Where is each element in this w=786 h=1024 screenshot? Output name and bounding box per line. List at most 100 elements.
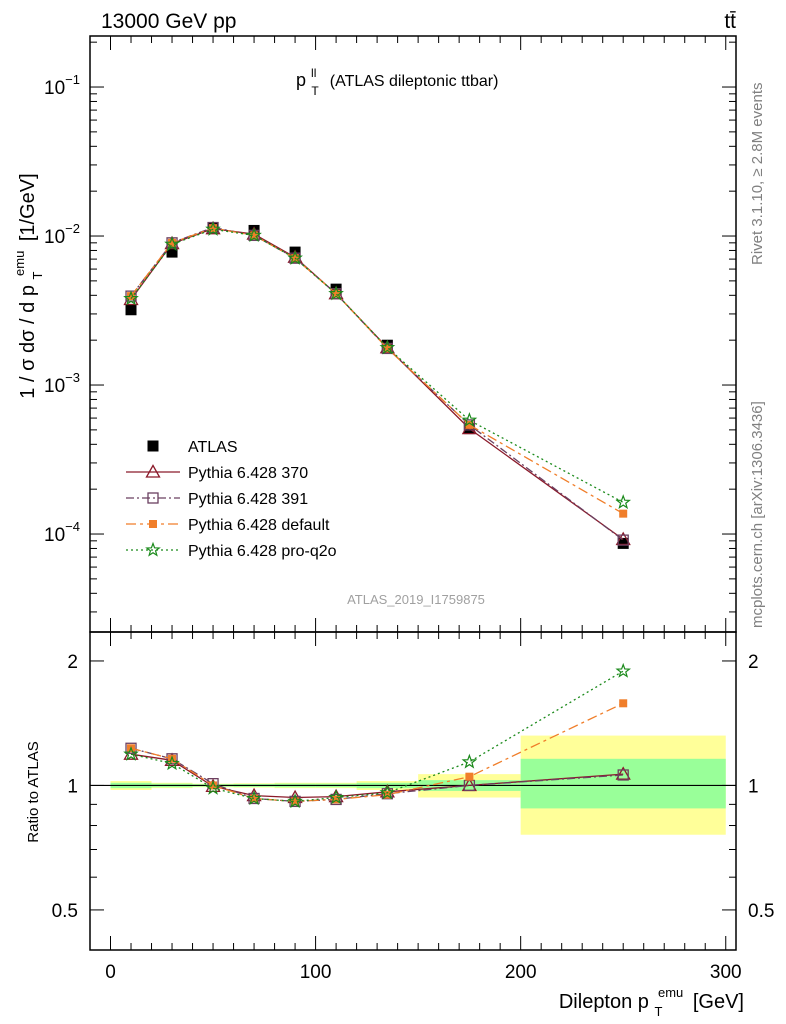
ylabel-unit: [1/GeV]: [17, 173, 39, 241]
ratio-y-tick-label-right: 1: [748, 776, 759, 797]
process-label: tt̄: [724, 10, 736, 33]
x-tick-label: 300: [710, 962, 742, 983]
legend-entry-0: ATLAS: [188, 439, 238, 456]
series-line-main-4: [130, 228, 624, 503]
legend-entry-1: Pythia 6.428 370: [188, 465, 308, 482]
data-point-ratio-1-1: [166, 753, 178, 765]
data-point-main-4-5: [328, 285, 344, 301]
ratio-panel: 0.5 0.5 1 1 2 2 0 100 200 300 Ratio to ATLAS Dile…: [25, 631, 774, 1021]
data-point-ratio-0-8: [615, 766, 631, 780]
ratio-y-tick-label-right: 0.5: [748, 901, 774, 922]
ratio-y-tick-label: 1: [67, 776, 78, 797]
data-point-ratio-2-7: [465, 772, 474, 781]
xlabel-sub: T: [654, 1004, 662, 1019]
series-main-4: [123, 221, 632, 510]
data-point-main-4-2: [205, 221, 221, 236]
ylabel-sub: T: [30, 271, 45, 279]
ratio-series: [123, 662, 632, 809]
mcplots-label: mcplots.cern.ch [arXiv:1306.3436]: [749, 401, 766, 628]
data-point-ratio-2-6: [383, 790, 392, 799]
data-point-ratio-2-4: [291, 797, 300, 806]
data-point-ratio-3-3: [246, 790, 262, 806]
watermark: ATLAS_2019_I1759875: [347, 592, 485, 607]
data-point-main-4-7: [461, 412, 478, 427]
main-series: [123, 220, 632, 549]
data-point-ratio-3-4: [287, 793, 303, 809]
data-point-main-0-1: [166, 246, 178, 258]
data-point-main-1-8: [615, 531, 631, 546]
data-point-ratio-3-5: [328, 789, 344, 805]
inner-band-8: [520, 758, 726, 809]
data-point-main-4-3: [246, 227, 262, 243]
ratio-y-tick-label: 0.5: [52, 901, 78, 922]
data-point-ratio-2-5: [332, 795, 341, 804]
data-point-main-2-7: [463, 419, 476, 431]
data-point-main-4-0: [123, 290, 139, 306]
ylabel-sup: emu: [12, 251, 27, 276]
series-line-main-3: [130, 227, 624, 515]
data-point-main-2-8: [617, 534, 629, 546]
ratio-frame: [89, 631, 737, 951]
legend-marker-2: [147, 492, 159, 504]
x-tick-label: 0: [105, 962, 116, 983]
x-tick-label: 100: [300, 962, 332, 983]
data-point-ratio-2-2: [209, 781, 218, 790]
data-point-main-3-5: [332, 289, 341, 298]
legend-marker-4: [145, 541, 161, 557]
x-tick-label: 200: [505, 962, 537, 983]
data-point-ratio-2-8: [619, 699, 628, 708]
tick-exponent: −4: [65, 519, 80, 534]
ylabel-main: 1 / σ dσ / d p: [17, 285, 39, 399]
data-point-ratio-3-8: [615, 662, 632, 678]
main-y-tick-label: 10−1: [44, 72, 80, 99]
data-point-ratio-1-0: [125, 742, 137, 754]
data-point-main-3-6: [383, 344, 392, 353]
data-point-ratio-2-1: [168, 754, 177, 763]
series-ratio-3: [123, 662, 632, 809]
tick-base: 10: [44, 78, 65, 99]
data-point-main-4-6: [379, 339, 396, 355]
series-line-ratio-1: [130, 747, 624, 803]
data-point-main-4-1: [164, 236, 180, 251]
legend: ATLAS Pythia 6.428 370 Pythia 6.428 391 Pyt…: [126, 439, 337, 560]
plot-title-sup: ll: [311, 66, 316, 80]
data-point-main-0-8: [617, 537, 629, 549]
ratio-ticks: 0.5 0.5 1 1 2 2 0 100 200 300: [52, 632, 774, 983]
tick-exponent: −2: [65, 221, 80, 236]
collision-label: 13000 GeV pp: [101, 10, 236, 33]
data-point-ratio-3-7: [461, 753, 478, 769]
ratio-y-axis-label: Ratio to ATLAS: [25, 741, 42, 842]
data-point-main-3-0: [127, 292, 136, 301]
ratio-y-tick-label-right: 2: [748, 652, 759, 673]
legend-entry-2: Pythia 6.428 391: [188, 491, 308, 508]
data-point-main-2-6: [381, 342, 394, 355]
data-point-main-3-3: [250, 231, 259, 240]
data-point-main-3-2: [209, 224, 218, 233]
main-y-axis-label: 1 / σ dσ / d p T emu [1/GeV]: [7, 173, 47, 398]
data-point-main-3-1: [168, 238, 177, 247]
tick-exponent: −1: [65, 72, 80, 87]
main-y-tick-label: 10−4: [44, 519, 80, 546]
rivet-label: Rivet 3.1.10, ≥ 2.8M events: [749, 83, 766, 266]
main-frame: [89, 35, 737, 633]
xlabel-unit: [GeV]: [693, 991, 744, 1013]
main-panel: p ll T (ATLAS dileptonic ttbar) ATLAS_20…: [7, 35, 737, 633]
ratio-y-tick-label: 2: [67, 652, 78, 673]
legend-entry-3: Pythia 6.428 default: [188, 517, 330, 534]
data-point-main-3-7: [465, 420, 474, 429]
legend-marker-0: [147, 440, 159, 452]
xlabel-sup: emu: [658, 985, 683, 1000]
tick-base: 10: [44, 376, 65, 397]
data-point-ratio-3-0: [123, 745, 139, 761]
series-ratio-1: [125, 742, 629, 808]
legend-marker-3: [149, 520, 157, 528]
data-point-ratio-1-8: [617, 769, 629, 781]
tick-base: 10: [44, 525, 65, 546]
legend-marker-1: [145, 464, 161, 478]
main-ticks: 10−110−210−310−4: [44, 36, 736, 632]
x-axis-label: Dilepton p T emu [GeV]: [559, 980, 744, 1021]
xlabel-main: Dilepton p: [559, 991, 649, 1013]
tick-base: 10: [44, 227, 65, 248]
legend-entry-4: Pythia 6.428 pro-q2o: [188, 543, 337, 560]
